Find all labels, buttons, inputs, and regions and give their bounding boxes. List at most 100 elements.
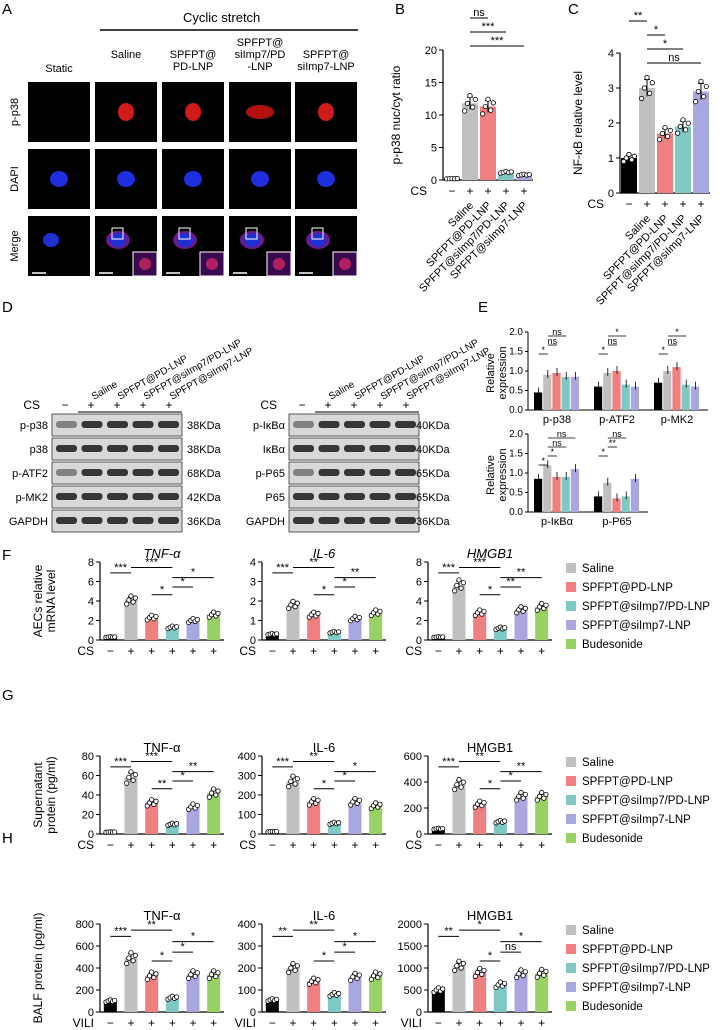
chart-title: HMGB1 — [467, 740, 513, 755]
cs-sign: − — [625, 197, 632, 211]
bar — [207, 974, 221, 1012]
panel-letter-b: B — [395, 1, 405, 18]
y-axis-title-line: Relative — [485, 455, 497, 495]
data-point — [541, 795, 547, 801]
significance-label: * — [191, 567, 196, 579]
y-axis-title: p-p38 nuc/cyt ratio — [389, 65, 403, 164]
y-tick-label: 600 — [76, 941, 94, 953]
legend-swatch — [566, 982, 576, 992]
bar — [452, 585, 466, 640]
significance-label: * — [661, 345, 665, 355]
cs-sign: + — [661, 197, 668, 211]
bar — [348, 976, 362, 1012]
y-axis-title-line: expression — [497, 346, 509, 399]
data-point — [474, 969, 481, 976]
data-point — [153, 971, 159, 977]
cs-label: CS — [239, 644, 256, 658]
cs-sign: + — [538, 838, 545, 852]
cs-sign: + — [189, 644, 196, 658]
legend-swatch — [566, 795, 576, 805]
bar — [672, 367, 681, 410]
blot-band — [81, 469, 103, 476]
cs-label: CS — [260, 398, 277, 412]
dapi-nucleus — [251, 171, 269, 187]
bar — [165, 824, 179, 834]
bar — [603, 372, 612, 410]
significance-label: * — [353, 931, 358, 943]
blot-band — [395, 445, 416, 452]
data-point — [502, 980, 508, 986]
y-tick-label: 0 — [416, 635, 422, 647]
blot-band — [56, 493, 77, 500]
y-tick-label: 20 — [425, 45, 437, 57]
data-point — [477, 607, 483, 613]
significance-label: * — [541, 456, 545, 466]
data-point — [153, 613, 159, 620]
bar — [473, 612, 487, 640]
micro-column-label-line: Saline — [111, 49, 142, 61]
legend-swatch — [566, 925, 576, 935]
significance-label: ns — [505, 941, 517, 953]
y-tick-label: 0.5 — [509, 386, 523, 397]
significance-label: * — [343, 770, 348, 782]
micro-column-label-line: SPFPT@ — [170, 49, 217, 61]
data-point — [482, 103, 488, 110]
data-point — [356, 972, 362, 978]
bar — [186, 806, 200, 834]
y-tick-label: 1.0 — [509, 468, 523, 479]
cs-sign: + — [517, 644, 524, 658]
bar — [516, 174, 532, 180]
bar — [603, 482, 612, 512]
y-tick-label: 2 — [416, 616, 422, 628]
data-point — [124, 780, 130, 786]
significance-label: ** — [506, 576, 515, 588]
bar — [462, 103, 478, 180]
bar — [207, 793, 221, 834]
merge-nucleus — [43, 233, 59, 247]
blot-row-label: GAPDH — [246, 516, 285, 528]
data-point — [128, 593, 134, 599]
data-point — [213, 792, 219, 798]
cs-sign: + — [127, 1016, 134, 1030]
data-point — [526, 171, 532, 178]
data-point — [149, 969, 155, 975]
blot-band — [132, 421, 154, 428]
blot-band — [344, 421, 365, 428]
bar — [307, 801, 321, 834]
cs-sign: + — [455, 1016, 462, 1030]
significance-label: * — [488, 584, 493, 596]
y-axis-title: Relativeexpression — [485, 346, 509, 399]
significance-label: *** — [276, 562, 290, 574]
panel-letter-d: D — [2, 299, 13, 316]
micro-column-label-line: PD-LNP — [173, 61, 213, 73]
y-tick-label: 1 — [250, 616, 256, 628]
bar — [327, 632, 341, 640]
bar — [493, 628, 507, 640]
significance-label: * — [353, 761, 358, 773]
significance-label: ** — [634, 10, 643, 22]
micro-column-label: Saline — [111, 49, 142, 61]
merge-nucleus — [244, 233, 260, 247]
bar — [473, 972, 487, 1012]
micrograph-tile — [28, 216, 90, 276]
p38-stained-cell — [185, 103, 201, 121]
bar — [369, 975, 383, 1012]
data-point — [516, 793, 522, 799]
y-axis-title-line: Relative — [485, 353, 497, 393]
y-tick-label: 8 — [416, 557, 422, 569]
data-point — [294, 600, 300, 606]
y-tick-label: 400 — [404, 777, 422, 789]
significance-label: *** — [276, 756, 290, 768]
data-point — [130, 958, 136, 964]
data-point — [477, 798, 483, 804]
blot-band — [369, 517, 391, 524]
bar — [369, 805, 383, 834]
dapi-nucleus — [117, 171, 135, 187]
blot-row-label: p-p38 — [20, 420, 48, 432]
data-point — [514, 797, 520, 803]
cs-sign: + — [351, 838, 358, 852]
cs-sign: + — [351, 644, 358, 658]
data-point — [356, 614, 362, 621]
